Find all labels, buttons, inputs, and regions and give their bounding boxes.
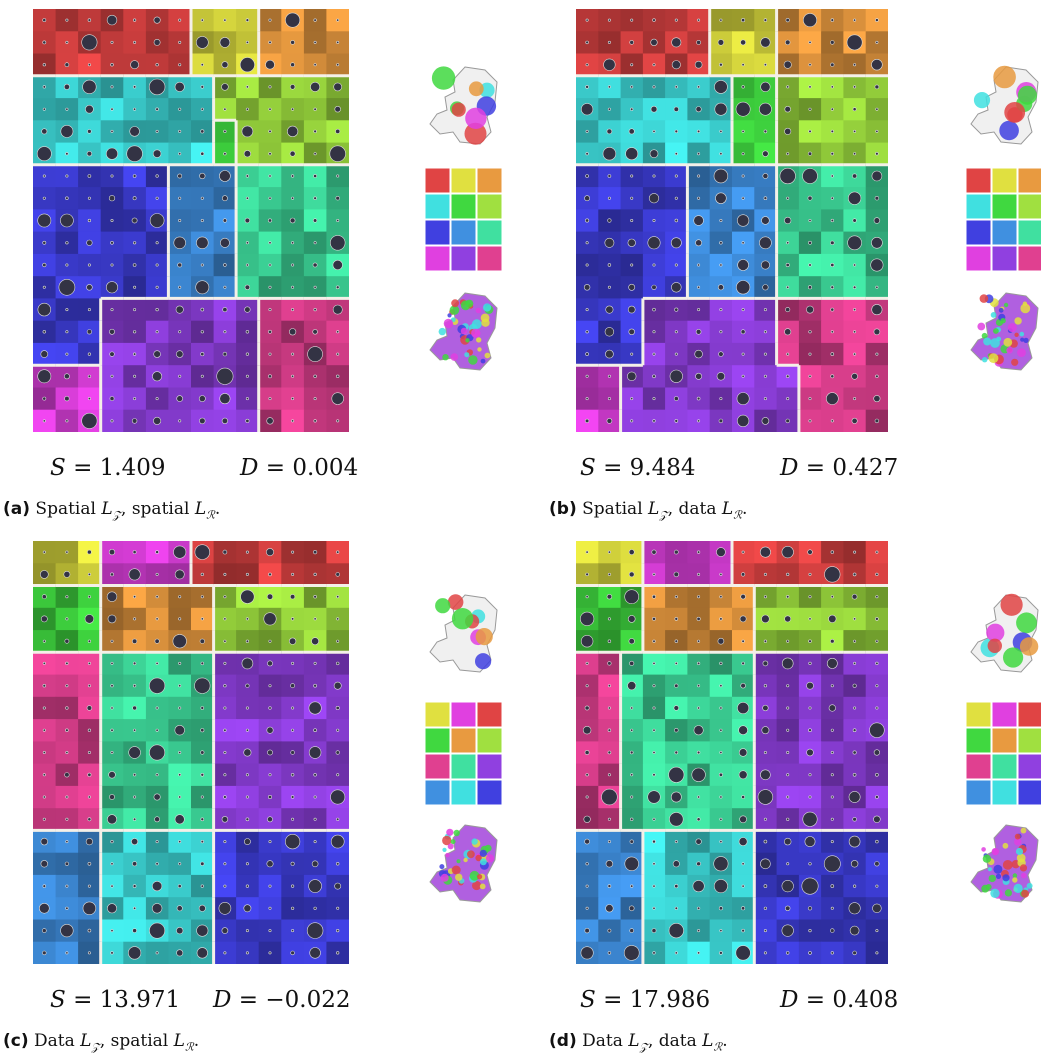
- d-metric-c: D = −0.022: [213, 987, 351, 1013]
- color-legend-b: [965, 167, 1041, 278]
- grid-map-b: [576, 9, 889, 433]
- grid-map-a: [33, 9, 350, 433]
- caption-a: (a) Spatial L𝒵, spatial Lℛ.: [3, 499, 221, 522]
- color-legend-a: [424, 167, 505, 278]
- color-legend-d: [965, 701, 1041, 812]
- d-metric-d: D = 0.408: [780, 987, 899, 1013]
- d-metric-b: D = 0.427: [780, 455, 899, 481]
- s-metric-c: S = 13.971: [50, 987, 181, 1013]
- caption-c: (c) Data L𝒵, spatial Lℛ.: [3, 1031, 200, 1054]
- netherlands-map-bottom-a: [425, 288, 505, 373]
- netherlands-map-top-a: [425, 62, 505, 147]
- color-legend-c: [424, 701, 505, 812]
- netherlands-map-bottom-c: [425, 820, 505, 905]
- grid-map-d: [576, 541, 889, 965]
- d-metric-a: D = 0.004: [240, 455, 359, 481]
- caption-b: (b) Spatial L𝒵, data Lℛ.: [549, 499, 748, 522]
- netherlands-map-bottom-d: [966, 820, 1041, 905]
- netherlands-map-top-d: [966, 590, 1041, 675]
- netherlands-map-top-b: [966, 62, 1041, 147]
- s-metric-b: S = 9.484: [580, 455, 696, 481]
- netherlands-map-top-c: [425, 590, 505, 675]
- s-metric-a: S = 1.409: [50, 455, 166, 481]
- s-metric-d: S = 17.986: [580, 987, 711, 1013]
- caption-d: (d) Data L𝒵, data Lℛ.: [549, 1031, 728, 1054]
- netherlands-map-bottom-b: [966, 288, 1041, 373]
- grid-map-c: [33, 541, 350, 965]
